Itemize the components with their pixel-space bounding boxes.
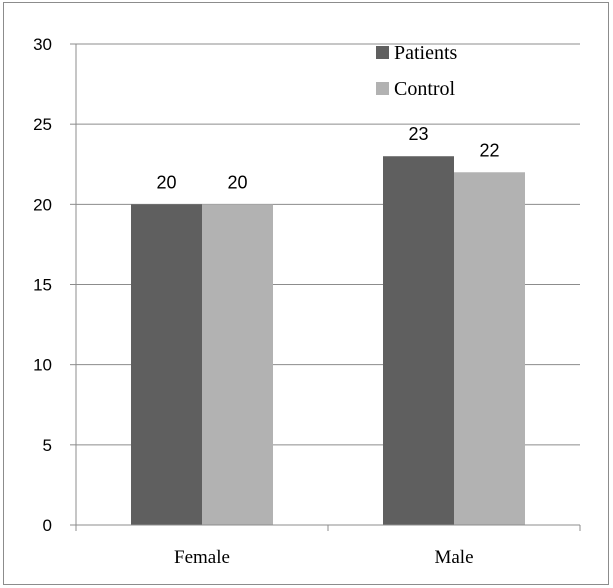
legend-swatch-control: [376, 82, 389, 95]
y-tick-label: 10: [33, 356, 52, 375]
data-label: 22: [479, 140, 499, 160]
data-labels: 20 20 23 22: [156, 124, 499, 192]
y-tick-label: 30: [33, 35, 52, 54]
y-tick-label: 0: [43, 516, 52, 535]
data-label: 20: [156, 172, 176, 192]
x-category-label: Female: [174, 547, 230, 568]
y-tick-label: 15: [33, 276, 52, 295]
bar-control-female: [202, 204, 273, 526]
axes: [70, 43, 581, 531]
x-category-labels: Female Male: [174, 547, 473, 568]
data-label: 20: [227, 172, 247, 192]
y-tick-label: 20: [33, 195, 52, 214]
bars: [131, 156, 525, 526]
data-label: 23: [408, 124, 428, 144]
bar-patients-male: [383, 156, 454, 525]
bar-control-male: [454, 172, 525, 525]
y-tick-label: 25: [33, 115, 52, 134]
y-tick-labels: 0 5 10 15 20 25 30: [33, 35, 52, 535]
legend-label-patients: Patients: [394, 42, 458, 64]
legend: Patients Control: [376, 42, 458, 100]
x-category-label: Male: [434, 547, 473, 568]
bar-patients-female: [131, 204, 202, 526]
y-tick-label: 5: [43, 436, 52, 455]
legend-swatch-patients: [376, 46, 389, 59]
legend-label-control: Control: [394, 78, 456, 100]
